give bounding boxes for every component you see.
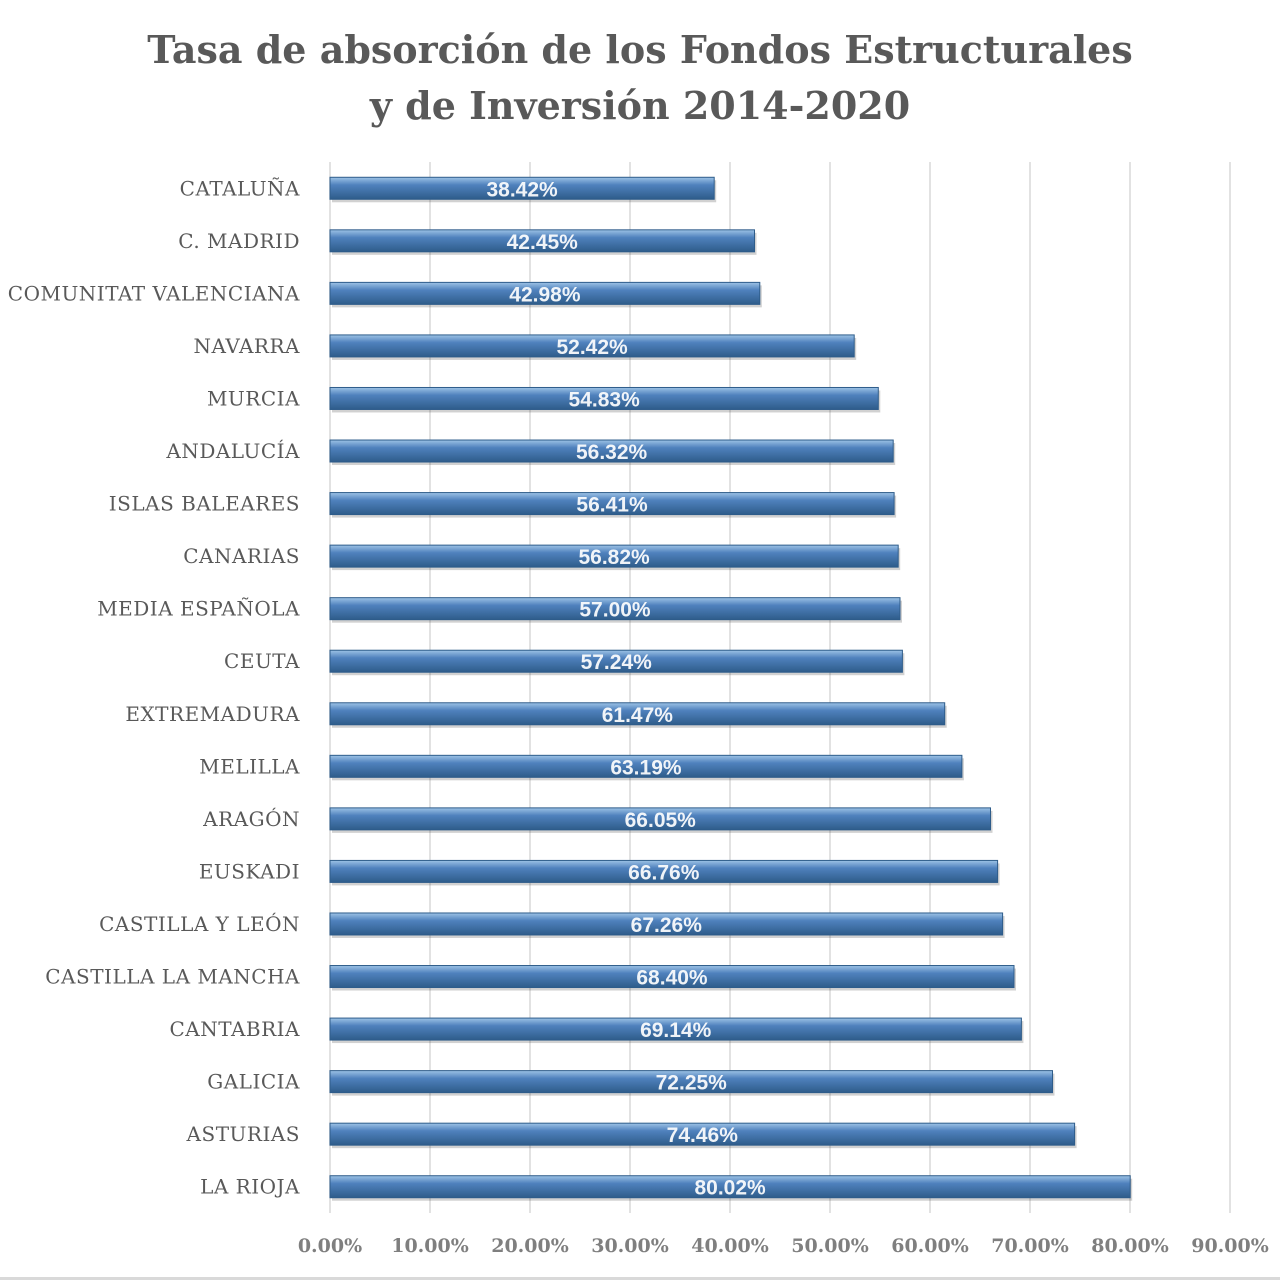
bar-10	[329, 702, 946, 726]
category-label-13: EUSKADI	[199, 859, 300, 883]
data-label-3: 52.42%	[556, 336, 628, 359]
data-label-17: 72.25%	[656, 1072, 728, 1095]
bar-19	[329, 1175, 1131, 1199]
bar-13	[329, 859, 999, 883]
category-label-0: CATALUÑA	[180, 176, 300, 200]
x-tick-label-1: 10.00%	[391, 1235, 469, 1257]
bar-5	[329, 439, 894, 463]
data-label-1: 42.45%	[507, 231, 579, 254]
data-label-14: 67.26%	[631, 914, 703, 937]
category-label-2: COMUNITAT VALENCIANA	[8, 281, 300, 305]
category-label-5: ANDALUCÍA	[165, 439, 300, 463]
bar-0	[329, 176, 715, 200]
data-label-11: 63.19%	[610, 756, 682, 779]
category-label-1: C. MADRID	[178, 229, 300, 253]
bar-1	[329, 229, 755, 253]
bar-9	[329, 649, 903, 673]
x-tick-label-9: 90.00%	[1191, 1235, 1269, 1257]
x-tick-label-0: 0.00%	[298, 1235, 362, 1257]
bar-2	[329, 281, 761, 305]
chart-title: Tasa de absorción de los Fondos Estructu…	[147, 27, 1133, 128]
category-labels: CATALUÑA C. MADRID COMUNITAT VALENCIANA NAV…	[8, 176, 300, 1198]
data-label-2: 42.98%	[509, 283, 581, 306]
data-label-16: 69.14%	[640, 1019, 712, 1042]
data-label-13: 66.76%	[628, 861, 700, 884]
category-label-6: ISLAS BALEARES	[109, 492, 300, 516]
bar-11	[329, 754, 963, 778]
category-label-9: CEUTA	[224, 649, 300, 673]
data-label-12: 66.05%	[625, 809, 697, 832]
data-label-4: 54.83%	[569, 388, 641, 411]
bars: 38.42% 42.45% 42.98% 52.42% 54.83% 56.32% 56.4…	[329, 176, 1133, 1201]
bar-14	[329, 912, 1004, 936]
bar-18	[329, 1122, 1076, 1146]
x-tick-label-5: 50.00%	[791, 1235, 869, 1257]
data-label-7: 56.82%	[578, 546, 650, 569]
bar-8	[329, 597, 901, 621]
data-label-6: 56.41%	[576, 494, 648, 517]
category-label-19: LA RIOJA	[200, 1175, 300, 1199]
data-label-0: 38.42%	[486, 178, 558, 201]
bar-4	[329, 386, 879, 410]
category-label-3: NAVARRA	[193, 334, 300, 358]
category-label-14: CASTILLA Y LEÓN	[99, 911, 300, 936]
data-label-8: 57.00%	[579, 599, 651, 622]
bar-16	[329, 1017, 1022, 1041]
category-label-12: ARAGÓN	[202, 806, 300, 831]
category-label-10: EXTREMADURA	[125, 702, 300, 726]
x-tick-label-2: 20.00%	[491, 1235, 569, 1257]
category-label-7: CANARIAS	[183, 544, 300, 568]
data-label-19: 80.02%	[694, 1177, 766, 1200]
data-label-5: 56.32%	[576, 441, 648, 464]
x-tick-label-3: 30.00%	[591, 1235, 669, 1257]
bar-7	[329, 544, 899, 568]
data-label-18: 74.46%	[667, 1124, 739, 1147]
x-tick-label-8: 80.00%	[1091, 1235, 1169, 1257]
category-label-16: CANTABRIA	[169, 1017, 300, 1041]
data-label-9: 57.24%	[581, 651, 653, 674]
category-label-8: MEDIA ESPAÑOLA	[97, 597, 300, 621]
data-label-15: 68.40%	[636, 967, 708, 990]
category-label-17: GALICIA	[207, 1070, 300, 1094]
bar-12	[329, 807, 991, 831]
bar-17	[329, 1070, 1053, 1094]
bar-15	[329, 965, 1015, 989]
category-label-11: MELILLA	[199, 754, 300, 778]
gridlines	[329, 162, 1231, 1213]
category-label-4: MURCIA	[207, 386, 300, 410]
category-label-18: ASTURIAS	[186, 1122, 300, 1146]
x-tick-label-6: 60.00%	[891, 1235, 969, 1257]
category-label-15: CASTILLA LA MANCHA	[45, 965, 300, 989]
x-tick-label-4: 40.00%	[691, 1235, 769, 1257]
bar-3	[329, 334, 855, 358]
bar-6	[329, 492, 895, 516]
data-label-10: 61.47%	[602, 704, 674, 727]
x-tick-label-7: 70.00%	[991, 1235, 1069, 1257]
x-axis-ticks: 0.00% 10.00% 20.00% 30.00% 40.00% 50.00% 60.00…	[298, 1235, 1269, 1257]
